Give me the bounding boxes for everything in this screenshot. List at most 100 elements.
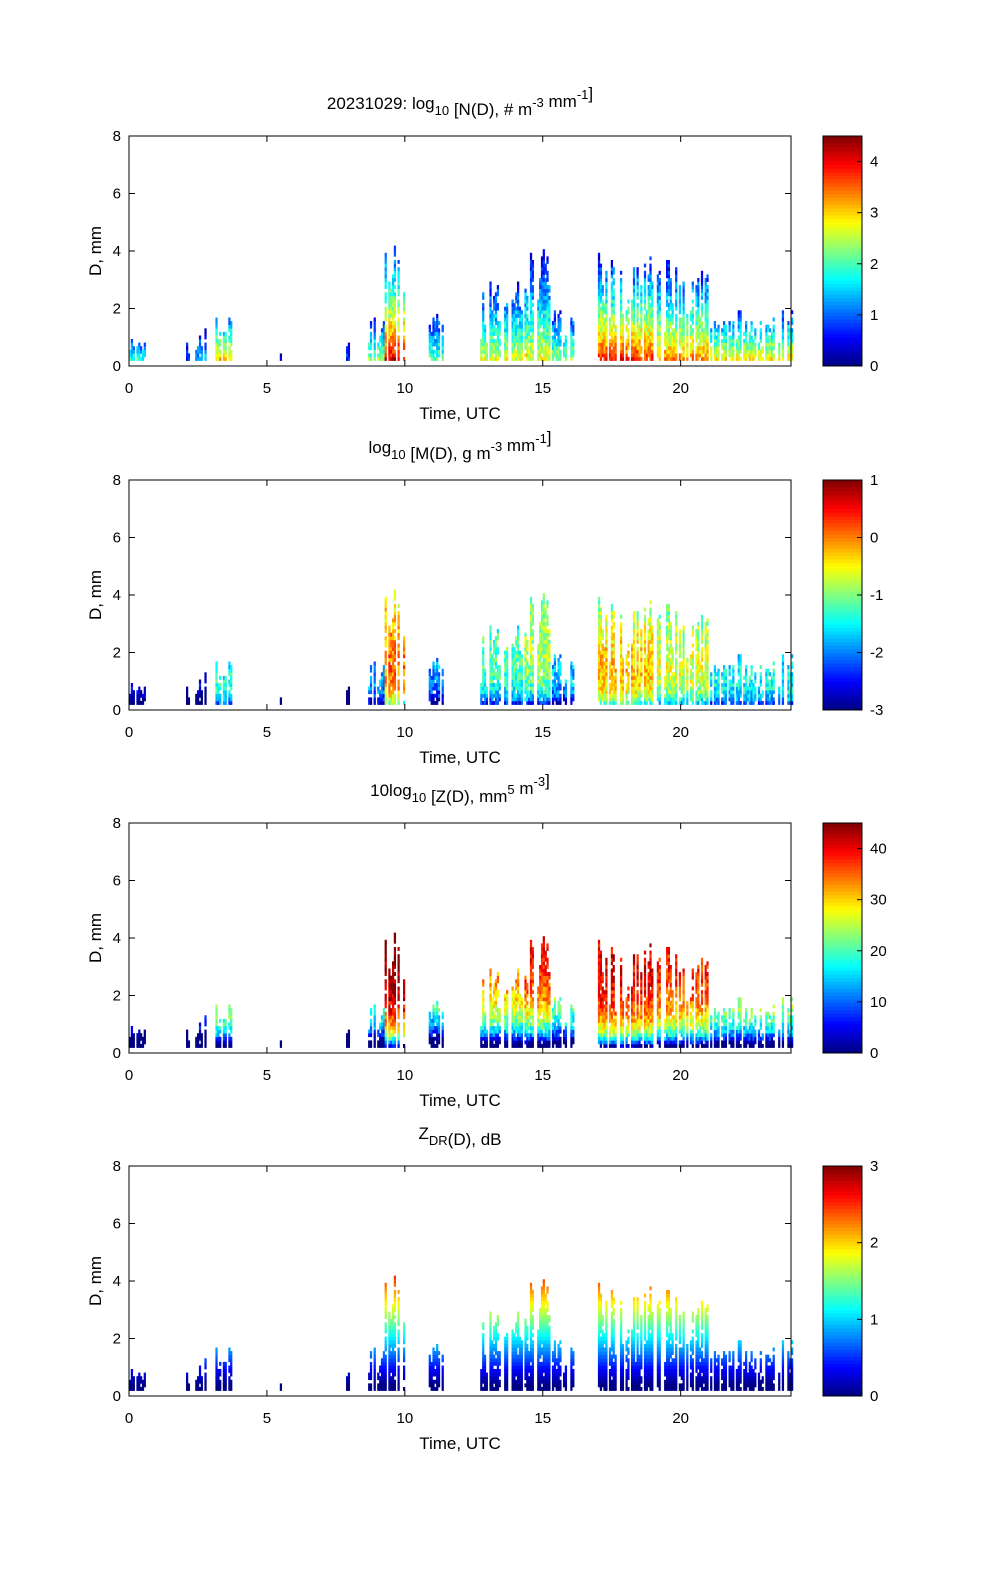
- heatmap-cell: [204, 1022, 207, 1027]
- heatmap-cell: [491, 339, 494, 343]
- heatmap-cell: [441, 342, 444, 347]
- heatmap-cell: [710, 346, 713, 351]
- heatmap-cell: [667, 625, 671, 630]
- heatmap-cell: [403, 679, 406, 684]
- heatmap-cell: [735, 683, 739, 687]
- heatmap-cell: [520, 654, 523, 659]
- heatmap-cell: [704, 647, 707, 651]
- heatmap-cell: [397, 1015, 400, 1020]
- heatmap-cell: [710, 693, 713, 698]
- heatmap-cell: [397, 993, 400, 998]
- heatmap-cell: [539, 647, 542, 651]
- heatmap-cell: [480, 1033, 483, 1038]
- heatmap-cell: [548, 299, 551, 304]
- heatmap-cell: [781, 683, 785, 687]
- heatmap-cell: [551, 321, 555, 325]
- colorbar-segment: [823, 515, 862, 521]
- heatmap-cell: [667, 321, 671, 325]
- heatmap-cell: [228, 697, 231, 702]
- heatmap-cell: [228, 672, 231, 677]
- heatmap-cell: [524, 650, 527, 655]
- heatmap-cell: [377, 690, 380, 695]
- heatmap-cell: [347, 1033, 351, 1038]
- heatmap-cell: [397, 643, 400, 648]
- heatmap-cell: [215, 686, 218, 691]
- heatmap-cell: [384, 982, 387, 987]
- heatmap-cell: [732, 693, 735, 698]
- heatmap-cell: [625, 654, 628, 659]
- heatmap-cell: [640, 657, 643, 662]
- heatmap-cell: [517, 295, 520, 300]
- heatmap-cell: [382, 697, 386, 702]
- heatmap-cell: [491, 683, 494, 687]
- heatmap-cell: [496, 697, 500, 702]
- heatmap-cell: [513, 357, 516, 361]
- heatmap-cell: [493, 683, 496, 687]
- heatmap-cell: [489, 321, 492, 325]
- heatmap-cell: [506, 654, 509, 659]
- heatmap-cell: [678, 647, 682, 651]
- heatmap-cell: [524, 657, 527, 662]
- heatmap-cell: [739, 690, 742, 695]
- heatmap-cell: [494, 643, 498, 648]
- heatmap-cell: [393, 947, 397, 951]
- heatmap-cell: [649, 647, 652, 651]
- heatmap-cell: [198, 1029, 202, 1034]
- heatmap-cell: [605, 683, 608, 687]
- heatmap-cell: [390, 310, 393, 315]
- heatmap-cell: [436, 697, 439, 702]
- heatmap-cell: [752, 701, 755, 705]
- colorbar-segment: [823, 684, 862, 689]
- heatmap-cell: [570, 324, 573, 329]
- heatmap-cell: [384, 965, 387, 969]
- heatmap-cell: [219, 1040, 222, 1045]
- heatmap-cell: [494, 342, 498, 347]
- heatmap-cell: [392, 313, 395, 318]
- heatmap-cell: [537, 690, 540, 695]
- heatmap-cell: [513, 346, 516, 351]
- heatmap-cell: [546, 629, 549, 633]
- heatmap-cell: [548, 321, 551, 325]
- heatmap-cell: [130, 701, 134, 705]
- heatmap-cell: [384, 306, 387, 311]
- heatmap-cell: [768, 353, 772, 358]
- heatmap-cell: [651, 306, 654, 311]
- heatmap-cell: [432, 683, 435, 687]
- heatmap-cell: [728, 328, 731, 333]
- heatmap-cell: [608, 353, 612, 358]
- heatmap-cell: [675, 636, 678, 641]
- heatmap-cell: [638, 683, 641, 687]
- heatmap-cell: [130, 346, 134, 351]
- heatmap-cell: [601, 632, 604, 637]
- heatmap-cell: [667, 285, 671, 289]
- heatmap-cell: [392, 997, 395, 1002]
- heatmap-cell: [186, 686, 189, 691]
- heatmap-cell: [781, 328, 785, 333]
- heatmap-cell: [480, 693, 483, 698]
- heatmap-cell: [130, 697, 134, 702]
- heatmap-cell: [636, 657, 639, 662]
- heatmap-cell: [754, 342, 757, 347]
- heatmap-cell: [603, 672, 606, 677]
- heatmap-cell: [675, 346, 678, 351]
- heatmap-cell: [388, 639, 391, 644]
- heatmap-cell: [647, 629, 650, 633]
- heatmap-cell: [482, 317, 485, 322]
- heatmap-cell: [441, 1022, 444, 1027]
- heatmap-cell: [496, 335, 500, 340]
- heatmap-cell: [678, 299, 682, 304]
- heatmap-cell: [517, 686, 520, 691]
- heatmap-cell: [388, 654, 391, 659]
- heatmap-cell: [380, 335, 384, 340]
- heatmap-cell: [397, 321, 400, 325]
- heatmap-cell: [517, 346, 520, 351]
- heatmap-cell: [789, 701, 792, 705]
- heatmap-cell: [482, 650, 485, 655]
- heatmap-cell: [524, 665, 527, 669]
- heatmap-cell: [542, 690, 545, 695]
- heatmap-cell: [748, 701, 751, 705]
- colorbar-segment: [823, 225, 862, 230]
- heatmap-cell: [526, 295, 529, 300]
- heatmap-cell: [656, 306, 660, 311]
- heatmap-cell: [130, 353, 134, 358]
